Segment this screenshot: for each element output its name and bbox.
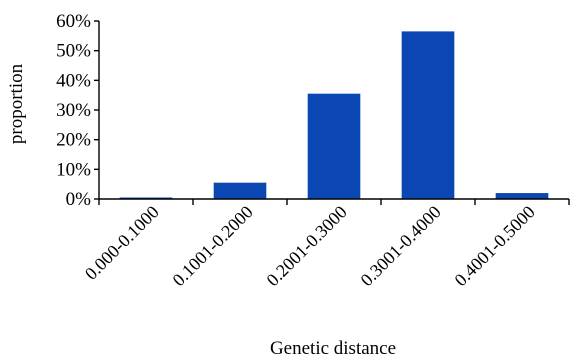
x-axis-ticks: 0.000-0.1000 0.1001-0.2000 0.2001-0.3000 0.… [81, 199, 569, 290]
y-tick-label: 40% [56, 70, 91, 91]
bar [496, 193, 549, 199]
bar [402, 31, 455, 199]
x-category-label: 0.000-0.1000 [81, 202, 163, 284]
y-axis-ticks: 0% 10% 20% 30% 40% 50% 60% [56, 11, 99, 210]
x-axis-title: Genetic distance [270, 338, 396, 359]
y-tick-label: 10% [56, 159, 91, 180]
bars [120, 31, 549, 199]
x-category-label: 0.3001-0.4000 [356, 202, 444, 290]
y-tick-label: 30% [56, 100, 91, 121]
x-category-label: 0.4001-0.5000 [450, 202, 538, 290]
x-category-label: 0.2001-0.3000 [262, 202, 350, 290]
y-tick-label: 20% [56, 130, 91, 151]
y-tick-label: 60% [56, 11, 91, 32]
x-category-label: 0.1001-0.2000 [168, 202, 256, 290]
y-axis-title: proportion [6, 63, 27, 144]
bar [308, 94, 361, 199]
y-tick-label: 50% [56, 41, 91, 62]
y-tick-label: 0% [66, 189, 92, 210]
bar [214, 183, 267, 199]
